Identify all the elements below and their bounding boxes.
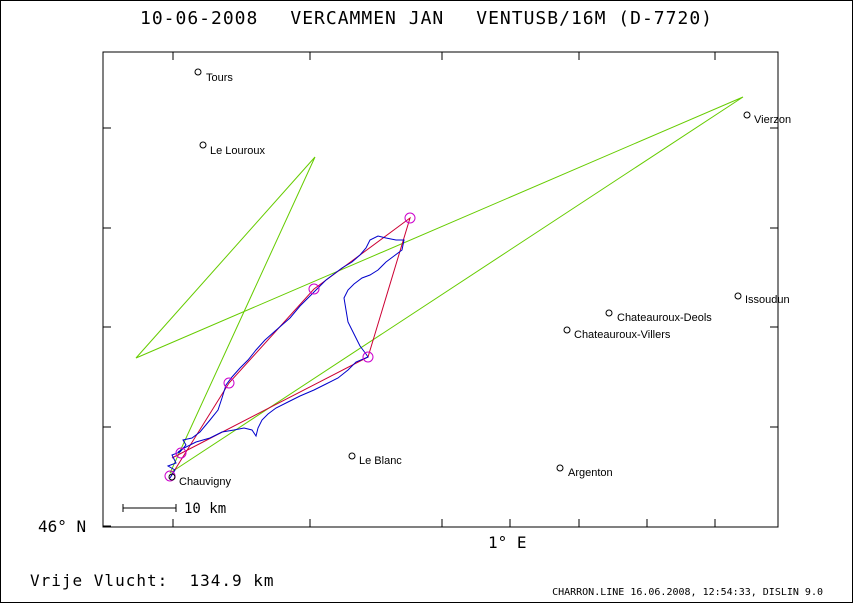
place-marker: Vierzon [743,111,791,126]
place-marker: Le Louroux [199,141,266,157]
flight-date: 10-06-2008 [139,8,259,29]
lon-axis-label: 1° E [488,533,527,552]
distance-summary: Vrije Vlucht: 134.9 km [30,571,275,590]
place-label: Issoudun [745,294,790,306]
glider-name: VENTUSB/16M (D-7720) [476,8,713,29]
place-label: Vierzon [754,114,791,126]
place-marker: Argenton [556,464,613,479]
scale-bar: 10 km [122,501,226,517]
place-label: Chateauroux-Deols [617,312,712,324]
place-label: Chateauroux-Villers [574,329,671,341]
pilot-name: VERCAMMEN JAN [290,8,445,29]
place-marker: Chateauroux-Villers [563,326,671,341]
plot-frame [102,51,779,528]
place-label: Tours [206,72,233,84]
task-line [135,96,744,474]
axis-ticks [103,52,778,527]
turnpoint-circle [362,351,374,363]
lat-axis-label: 46° N [38,517,86,536]
place-marker: Tours [194,68,233,84]
place-marker: Chateauroux-Deols [605,309,712,324]
turnpoint-circle [223,377,235,389]
place-marker: Chauvigny [168,473,231,488]
turnpoint-circle [175,447,187,459]
place-label: Le Louroux [210,145,266,157]
scale-bar-label: 10 km [184,501,226,517]
flight-header: 10-06-2008 VERCAMMEN JAN VENTUSB/16M (D-77… [0,8,853,29]
place-marker: Le Blanc [348,452,402,467]
turnpoint-circle [404,212,416,224]
place-label: Argenton [568,467,613,479]
flight-track [166,235,405,479]
place-label: Le Blanc [359,455,402,467]
place-label: Chauvigny [179,476,231,488]
optimized-route [170,216,411,477]
turnpoints [164,212,416,482]
place-marker: Issoudun [734,292,790,306]
credits: CHARRON.LINE 16.06.2008, 12:54:33, DISLI… [552,587,823,598]
turnpoint-circle [308,283,320,295]
